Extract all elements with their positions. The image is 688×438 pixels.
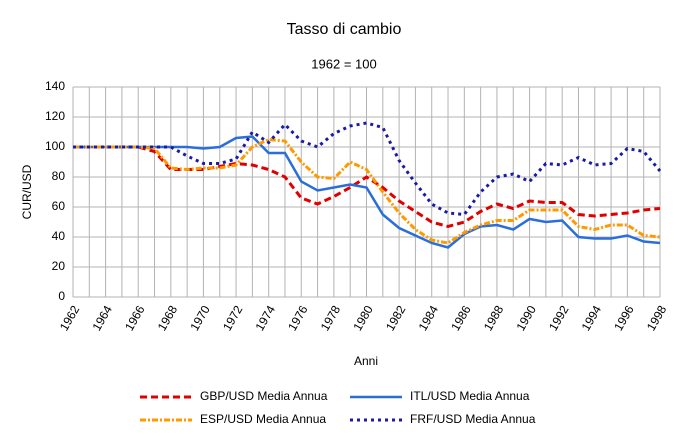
x-tick-label: 1986 bbox=[448, 303, 474, 333]
x-tick-label: 1968 bbox=[155, 303, 181, 333]
x-tick-label: 1972 bbox=[220, 303, 246, 333]
x-tick-label: 1966 bbox=[122, 303, 148, 333]
x-tick-label: 1994 bbox=[579, 303, 605, 333]
x-tick-label: 1976 bbox=[285, 303, 311, 333]
chart-subtitle: 1962 = 100 bbox=[311, 56, 376, 71]
y-tick-label: 120 bbox=[45, 109, 65, 123]
legend-label: FRF/USD Media Annua bbox=[410, 412, 536, 426]
x-axis-title: Anni bbox=[354, 354, 378, 368]
y-tick-label: 80 bbox=[52, 169, 66, 183]
x-tick-label: 1978 bbox=[318, 303, 344, 333]
legend-label: ESP/USD Media Annua bbox=[200, 412, 326, 426]
x-tick-label: 1988 bbox=[481, 303, 507, 333]
y-tick-label: 100 bbox=[45, 139, 65, 153]
y-tick-label: 20 bbox=[52, 259, 66, 273]
series-line bbox=[73, 145, 661, 229]
x-tick-label: 1984 bbox=[416, 303, 442, 333]
y-axis-title: CUR/USD bbox=[20, 164, 34, 219]
y-tick-label: 60 bbox=[52, 199, 66, 213]
legend-label: ITL/USD Media Annua bbox=[410, 389, 530, 403]
chart-title: Tasso di cambio bbox=[287, 21, 402, 38]
x-tick-label: 1990 bbox=[513, 303, 539, 333]
series-line bbox=[73, 137, 661, 245]
y-tick-label: 40 bbox=[52, 229, 66, 243]
legend-label: GBP/USD Media Annua bbox=[200, 389, 328, 403]
x-tick-label: 1982 bbox=[383, 303, 409, 333]
x-tick-label: 1970 bbox=[187, 303, 213, 333]
y-tick-label: 0 bbox=[58, 289, 65, 303]
x-tick-label: 1992 bbox=[546, 303, 572, 333]
x-tick-label: 1998 bbox=[644, 303, 670, 333]
x-tick-label: 1980 bbox=[350, 303, 376, 333]
x-tick-label: 1996 bbox=[611, 303, 637, 333]
x-tick-label: 1974 bbox=[253, 303, 279, 333]
y-tick-label: 140 bbox=[45, 79, 65, 93]
x-tick-label: 1962 bbox=[57, 303, 83, 333]
series-line bbox=[73, 135, 661, 249]
x-tick-label: 1964 bbox=[89, 303, 115, 333]
